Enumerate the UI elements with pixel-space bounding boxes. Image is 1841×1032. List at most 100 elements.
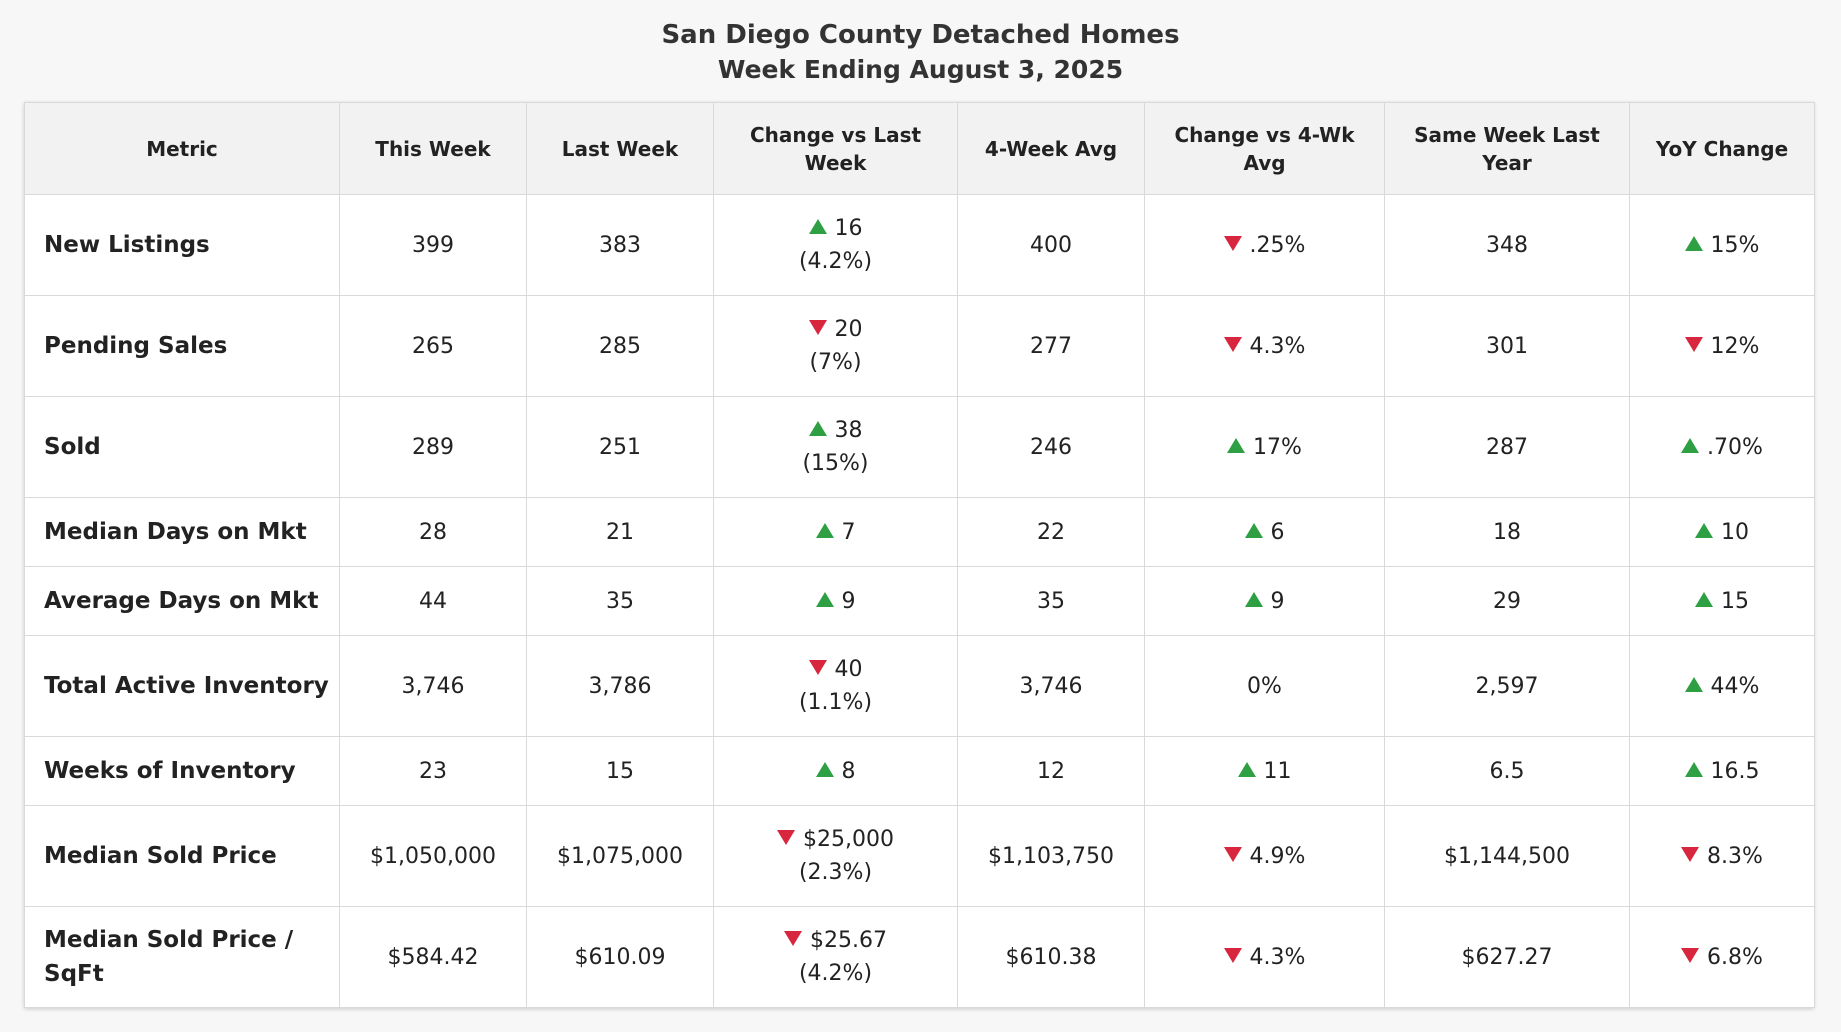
four-week-avg-value: 22 bbox=[957, 497, 1145, 567]
change-four-week-avg-cell: 4.3% bbox=[1144, 906, 1385, 1008]
change-last-week-cell: 38 (15%) bbox=[713, 396, 958, 498]
up-arrow-icon bbox=[1684, 676, 1703, 692]
metric-name: Total Active Inventory bbox=[24, 635, 340, 737]
this-week-value: 265 bbox=[339, 295, 527, 397]
change-last-week-cell: 8 bbox=[713, 736, 958, 806]
yoy-change-value: 10 bbox=[1721, 519, 1749, 545]
last-week-value: $1,075,000 bbox=[526, 805, 714, 907]
down-arrow-icon bbox=[1223, 336, 1242, 352]
four-week-avg-value: 246 bbox=[957, 396, 1145, 498]
change-four-week-avg-cell: 4.9% bbox=[1144, 805, 1385, 907]
yoy-change-cell: 15% bbox=[1629, 194, 1815, 296]
change-last-week-percent: (4.2%) bbox=[798, 249, 873, 274]
metric-name: Sold bbox=[24, 396, 340, 498]
change-last-week-percent: (2.3%) bbox=[798, 860, 873, 885]
down-arrow-icon bbox=[1223, 235, 1242, 251]
metric-name: Median Sold Price bbox=[24, 805, 340, 907]
col-header-change-four-week-avg: Change vs 4-Wk Avg bbox=[1144, 102, 1385, 195]
up-arrow-icon bbox=[808, 219, 827, 234]
header-row: Metric This Week Last Week Change vs Las… bbox=[24, 102, 1815, 195]
metrics-table: Metric This Week Last Week Change vs Las… bbox=[24, 102, 1815, 1008]
last-week-value: 3,786 bbox=[526, 635, 714, 737]
up-arrow-icon bbox=[1244, 591, 1263, 607]
change-last-week-cell: $25,000 (2.3%) bbox=[713, 805, 958, 907]
change-last-week-value: 16 bbox=[834, 216, 863, 241]
down-arrow-icon bbox=[1223, 947, 1242, 963]
yoy-change-value: 15% bbox=[1710, 232, 1760, 258]
down-arrow-icon bbox=[777, 830, 795, 845]
table-row: Median Days on Mkt 28 21 7 22 6 18 10 bbox=[24, 497, 1815, 567]
up-arrow-icon bbox=[1695, 522, 1713, 538]
table-row: New Listings 399 383 16 (4.2%) 400 .25% 348 15% bbox=[24, 194, 1815, 296]
down-arrow-icon bbox=[784, 931, 802, 946]
change-four-week-avg-cell: 0% bbox=[1144, 635, 1385, 737]
last-week-value: 251 bbox=[526, 396, 714, 498]
change-four-week-avg-value: 0% bbox=[1247, 673, 1282, 699]
yoy-change-value: 12% bbox=[1710, 333, 1760, 359]
change-four-week-avg-value: 4.3% bbox=[1249, 333, 1306, 359]
last-year-value: 6.5 bbox=[1384, 736, 1630, 806]
metric-name: Average Days on Mkt bbox=[24, 566, 340, 636]
table-row: Pending Sales 265 285 20 (7%) 277 4.3% 301 12% bbox=[24, 295, 1815, 397]
change-last-week-percent: (1.1%) bbox=[798, 690, 873, 715]
change-last-week-cell: 7 bbox=[713, 497, 958, 567]
up-arrow-icon bbox=[815, 522, 834, 538]
yoy-change-cell: 16.5 bbox=[1629, 736, 1815, 806]
table-row: Total Active Inventory 3,746 3,786 40 (1.1%)… bbox=[24, 635, 1815, 737]
change-last-week-cell: 9 bbox=[713, 566, 958, 636]
last-week-value: 15 bbox=[526, 736, 714, 806]
four-week-avg-value: $1,103,750 bbox=[957, 805, 1145, 907]
last-year-value: 287 bbox=[1384, 396, 1630, 498]
change-four-week-avg-value: 11 bbox=[1263, 758, 1292, 784]
table-row: Average Days on Mkt 44 35 9 35 9 29 15 bbox=[24, 566, 1815, 636]
change-four-week-avg-value: 4.9% bbox=[1249, 843, 1306, 869]
up-arrow-icon bbox=[1695, 591, 1713, 607]
up-arrow-icon bbox=[1237, 761, 1256, 777]
change-last-week-percent: (15%) bbox=[802, 451, 869, 476]
change-last-week-percent: (4.2%) bbox=[798, 961, 873, 986]
last-year-value: 29 bbox=[1384, 566, 1630, 636]
this-week-value: 399 bbox=[339, 194, 527, 296]
change-four-week-avg-value: 9 bbox=[1270, 588, 1285, 614]
four-week-avg-value: $610.38 bbox=[957, 906, 1145, 1008]
down-arrow-icon bbox=[1681, 846, 1700, 862]
metric-name: Pending Sales bbox=[24, 295, 340, 397]
report-title: San Diego County Detached Homes bbox=[661, 20, 1180, 50]
change-last-week-value: 40 bbox=[834, 657, 863, 682]
yoy-change-cell: 15 bbox=[1629, 566, 1815, 636]
col-header-yoy-change: YoY Change bbox=[1629, 102, 1815, 195]
last-year-value: 18 bbox=[1384, 497, 1630, 567]
table-row: Weeks of Inventory 23 15 8 12 11 6.5 16.5 bbox=[24, 736, 1815, 806]
four-week-avg-value: 277 bbox=[957, 295, 1145, 397]
report-subtitle: Week Ending August 3, 2025 bbox=[717, 55, 1124, 84]
change-four-week-avg-value: 17% bbox=[1253, 434, 1302, 460]
four-week-avg-value: 12 bbox=[957, 736, 1145, 806]
table-row: Median Sold Price / SqFt $584.42 $610.09 $2… bbox=[24, 906, 1815, 1008]
change-last-week-cell: 16 (4.2%) bbox=[713, 194, 958, 296]
change-four-week-avg-value: 4.3% bbox=[1249, 944, 1306, 970]
col-header-same-week-last-year: Same Week Last Year bbox=[1384, 102, 1630, 195]
yoy-change-cell: 6.8% bbox=[1629, 906, 1815, 1008]
change-four-week-avg-cell: 17% bbox=[1144, 396, 1385, 498]
yoy-change-cell: 10 bbox=[1629, 497, 1815, 567]
last-year-value: 301 bbox=[1384, 295, 1630, 397]
yoy-change-value: 44% bbox=[1710, 673, 1760, 699]
col-header-this-week: This Week bbox=[339, 102, 527, 195]
last-year-value: 348 bbox=[1384, 194, 1630, 296]
change-last-week-cell: 20 (7%) bbox=[713, 295, 958, 397]
change-last-week-cell: $25.67 (4.2%) bbox=[713, 906, 958, 1008]
metric-name: Median Days on Mkt bbox=[24, 497, 340, 567]
change-last-week-value: 8 bbox=[841, 758, 856, 784]
metric-name: Median Sold Price / SqFt bbox=[24, 906, 340, 1008]
last-week-value: 285 bbox=[526, 295, 714, 397]
up-arrow-icon bbox=[1681, 437, 1700, 453]
up-arrow-icon bbox=[1227, 437, 1246, 453]
col-header-four-week-avg: 4-Week Avg bbox=[957, 102, 1145, 195]
yoy-change-value: 6.8% bbox=[1707, 944, 1763, 970]
up-arrow-icon bbox=[1684, 235, 1703, 251]
yoy-change-cell: 12% bbox=[1629, 295, 1815, 397]
last-week-value: $610.09 bbox=[526, 906, 714, 1008]
change-last-week-percent: (7%) bbox=[809, 350, 862, 375]
this-week-value: $1,050,000 bbox=[339, 805, 527, 907]
change-last-week-value: $25,000 bbox=[803, 827, 894, 852]
